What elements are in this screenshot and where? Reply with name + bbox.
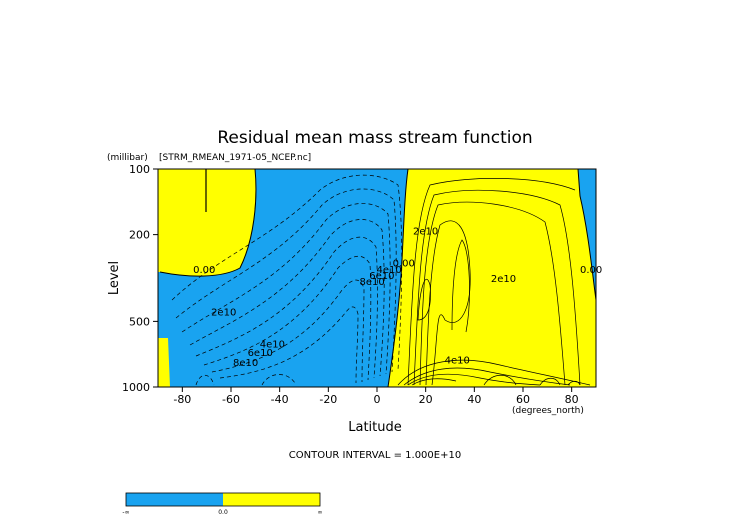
plot-area: [158, 169, 596, 387]
x-tick-label: 80: [565, 393, 579, 406]
y-tick-label: 1000: [122, 381, 150, 394]
x-axis-ticks: -80 -60 -40 -20 0 20 40 60 80: [173, 387, 579, 406]
contour-label: 2e10: [491, 274, 516, 285]
source-file-label: [STRM_RMEAN_1971-05_NCEP.nc]: [159, 153, 311, 163]
x-tick-label: 40: [467, 393, 481, 406]
x-tick-label: 20: [419, 393, 433, 406]
zero-contours: [159, 169, 596, 387]
colorbar-negative: [126, 493, 223, 506]
x-axis-label: Latitude: [348, 420, 402, 435]
contour-interval-label: CONTOUR INTERVAL = 1.000E+10: [289, 450, 461, 461]
contour-labels: 0.002e104e106e108e108e106e104e100.002e10…: [193, 227, 602, 369]
colorbar: -∞ 0.0 ∞: [122, 492, 323, 516]
x-tick-label: -80: [173, 393, 191, 406]
contour-label: 4e10: [445, 355, 470, 366]
x-tick-label: -60: [222, 393, 240, 406]
colorbar-label-mid: 0.0: [218, 509, 228, 516]
contour-label: 8e10: [233, 358, 258, 369]
y-axis-ticks: 1000 500 200 100: [122, 163, 158, 394]
contour-label: 0.00: [393, 258, 415, 269]
contour-label: 6e10: [248, 348, 273, 359]
x-tick-label: -40: [271, 393, 289, 406]
chart-title: Residual mean mass stream function: [217, 128, 532, 148]
colorbar-positive: [223, 493, 320, 506]
contour-label: 2e10: [413, 227, 438, 238]
y-axis-label: Level: [107, 261, 122, 295]
positive-contours: [397, 178, 591, 386]
contour-label: 4e10: [260, 340, 285, 351]
y-tick-label: 200: [129, 229, 150, 242]
colorbar-label-min: -∞: [122, 509, 129, 516]
positive-strip-west: [158, 338, 170, 387]
contour-label: 0.00: [580, 265, 602, 276]
negative-contours: [171, 174, 403, 386]
x-tick-label: -20: [319, 393, 337, 406]
contour-label: 4e10: [377, 265, 402, 276]
y-tick-label: 500: [129, 315, 150, 328]
y-unit-label: (millibar): [107, 153, 148, 163]
y-tick-label: 100: [129, 163, 150, 176]
contour-label: 0.00: [193, 265, 215, 276]
contour-label: 2e10: [211, 308, 236, 319]
colorbar-frame: [125, 492, 321, 507]
positive-region-west: [158, 169, 256, 277]
contour-label: 8e10: [360, 277, 385, 288]
x-tick-label: 60: [516, 393, 530, 406]
x-tick-label: 0: [374, 393, 381, 406]
positive-region-east: [388, 169, 596, 387]
contour-label: 6e10: [369, 271, 394, 282]
x-unit-label: (degrees_north): [512, 406, 584, 416]
colorbar-label-max: ∞: [318, 509, 323, 516]
